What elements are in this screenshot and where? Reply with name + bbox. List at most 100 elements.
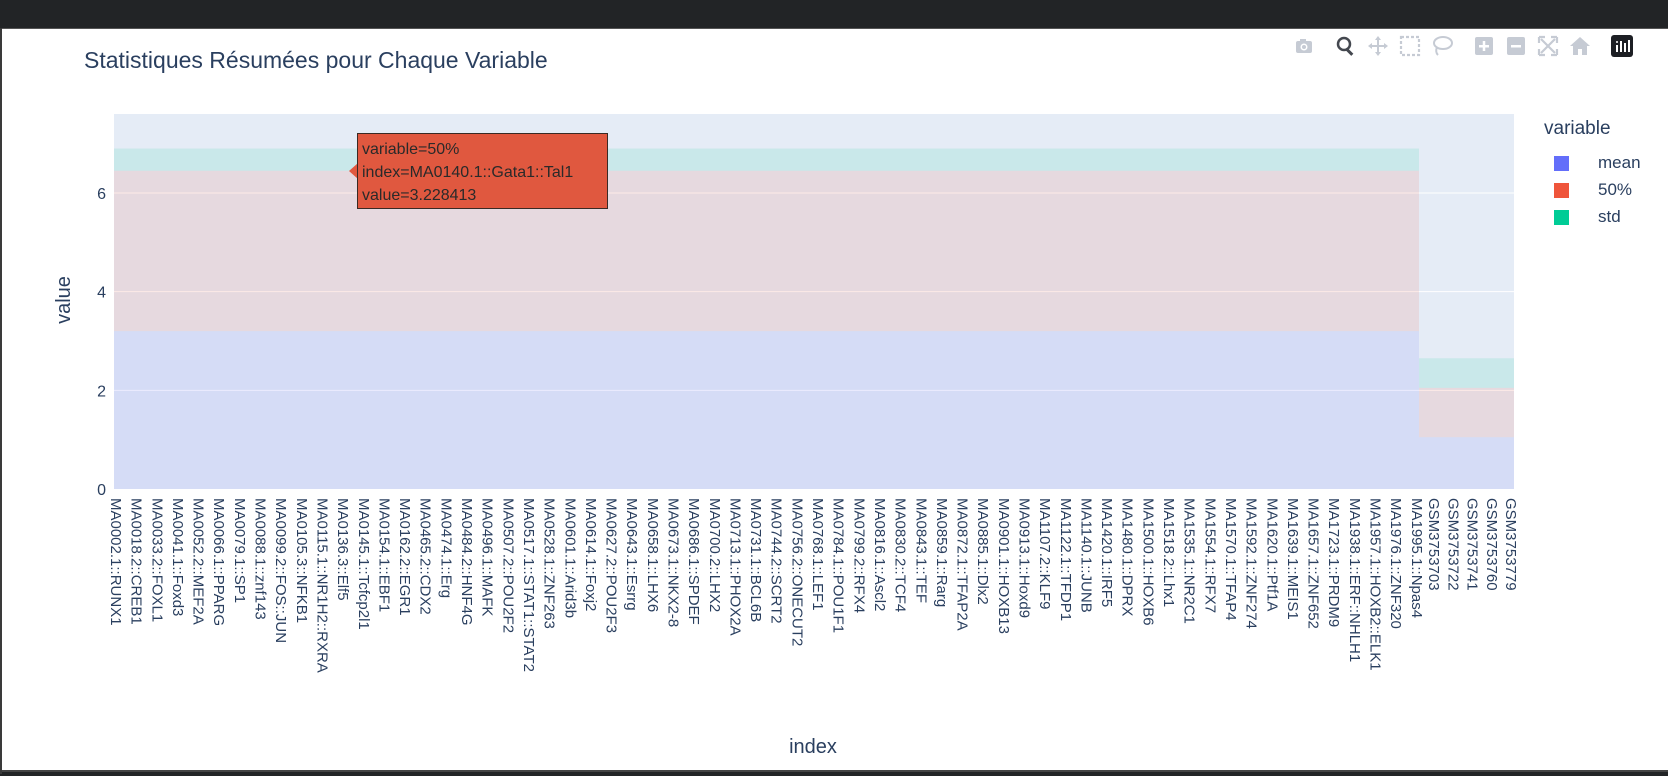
x-tick-label: MA0507.2::POU2F2 bbox=[499, 498, 516, 633]
x-tick-label: MA0843.1::TEF bbox=[912, 498, 929, 603]
zoom-icon[interactable] bbox=[1332, 32, 1360, 60]
legend-label-std: std bbox=[1598, 207, 1621, 226]
box-select-icon[interactable] bbox=[1396, 32, 1424, 60]
x-tick-label: MA0686.1::SPDEF bbox=[685, 498, 702, 625]
x-tick-label: MA0731.1::BCL6B bbox=[747, 498, 764, 622]
zoom-in-icon[interactable] bbox=[1470, 32, 1498, 60]
x-tick-label: MA0885.1::Dlx2 bbox=[974, 498, 991, 605]
bar-std-gsm[interactable] bbox=[1419, 358, 1514, 388]
y-tick-label: 4 bbox=[97, 285, 106, 302]
x-tick-label: MA0658.1::LHX6 bbox=[644, 498, 661, 612]
grid-lines bbox=[114, 192, 1514, 391]
hover-value: value=3.228413 bbox=[362, 187, 477, 204]
hover-index: index=MA0140.1::Gata1::Tal1 bbox=[362, 164, 574, 181]
legend-swatch-mean bbox=[1554, 156, 1569, 171]
lasso-select-icon[interactable] bbox=[1428, 32, 1456, 60]
x-tick-label: MA0913.1::Hoxd9 bbox=[1016, 498, 1033, 618]
x-tick-label: MA1122.1::TFDP1 bbox=[1057, 498, 1074, 621]
bar-mean-gsm[interactable] bbox=[1419, 437, 1514, 489]
x-tick-label: MA0872.1::TFAP2A bbox=[954, 498, 971, 631]
x-tick-label: GSM3753722 bbox=[1444, 498, 1461, 591]
legend-item-std[interactable]: std bbox=[1554, 206, 1664, 228]
x-tick-label: MA0700.2::LHX2 bbox=[706, 498, 723, 612]
legend-item-50pct[interactable]: 50% bbox=[1554, 179, 1664, 201]
x-tick-label: MA0154.1::EBF1 bbox=[375, 498, 392, 612]
plot-background[interactable] bbox=[114, 114, 1514, 489]
chart-title: Statistiques Résumées pour Chaque Variab… bbox=[84, 47, 548, 73]
bar-median-motifs[interactable] bbox=[114, 170, 1419, 332]
x-axis-label: index bbox=[789, 736, 837, 758]
y-tick-label: 2 bbox=[97, 383, 106, 400]
x-tick-label: MA0162.2::EGR1 bbox=[396, 498, 413, 616]
x-tick-label: MA0465.2::CDX2 bbox=[417, 498, 434, 615]
pan-icon[interactable] bbox=[1364, 32, 1392, 60]
y-tick-labels: 0 2 4 6 bbox=[97, 186, 106, 499]
x-tick-label: MA1480.1::DPRX bbox=[1119, 498, 1136, 616]
x-tick-label: MA0784.1::POU1F1 bbox=[830, 498, 847, 633]
x-tick-label: MA0673.1::NKX2-8 bbox=[664, 498, 681, 627]
x-tick-label: GSM3753760 bbox=[1483, 498, 1500, 591]
x-tick-label: MA1107.2::KLF9 bbox=[1036, 498, 1053, 609]
x-tick-label: MA0099.2::FOS::JUN bbox=[272, 498, 289, 643]
x-tick-label: MA1420.1::IRF5 bbox=[1098, 498, 1115, 607]
x-tick-label: MA1723.1::PRDM9 bbox=[1325, 498, 1342, 627]
x-tick-label: MA0145.1::Tcfcp2l1 bbox=[355, 498, 372, 630]
x-tick-label: MA0033.2::FOXL1 bbox=[148, 498, 165, 622]
x-tick-label: MA0713.1::PHOX2A bbox=[726, 498, 743, 636]
x-tick-label: MA1140.1::JUNB bbox=[1077, 498, 1094, 613]
x-tick-label: MA0066.1::PPARG bbox=[210, 498, 227, 626]
x-tick-label: GSM3753779 bbox=[1502, 498, 1519, 591]
x-tick-label: MA1657.1::ZNF652 bbox=[1305, 498, 1322, 629]
x-tick-label: MA1620.1::Ptf1A bbox=[1263, 498, 1280, 611]
legend-item-mean[interactable]: mean bbox=[1554, 152, 1664, 174]
x-tick-label: MA1535.1::NR2C1 bbox=[1181, 498, 1198, 624]
x-tick-label: MA0799.2::RFX4 bbox=[850, 498, 867, 613]
legend-label-50pct: 50% bbox=[1598, 180, 1633, 199]
x-tick-label: MA0627.2::POU2F3 bbox=[603, 498, 620, 633]
x-tick-label: MA0105.3::NFKB1 bbox=[293, 498, 310, 623]
x-tick-label: MA0744.2::SCRT2 bbox=[768, 498, 785, 624]
hover-tooltip: variable=50% index=MA0140.1::Gata1::Tal1… bbox=[357, 133, 608, 209]
x-tick-label: MA1518.2::Lhx1 bbox=[1160, 498, 1177, 607]
reset-axes-icon[interactable] bbox=[1566, 32, 1594, 60]
zoom-out-icon[interactable] bbox=[1502, 32, 1530, 60]
autoscale-icon[interactable] bbox=[1534, 32, 1562, 60]
legend-label-mean: mean bbox=[1598, 153, 1641, 172]
x-tick-label: MA1995.1::Npas4 bbox=[1408, 498, 1425, 618]
x-tick-label: MA0136.3::Elf5 bbox=[334, 498, 351, 601]
hover-variable: variable=50% bbox=[362, 141, 460, 158]
x-tick-label: MA1976.1::ZNF320 bbox=[1387, 498, 1404, 629]
x-tick-label: MA1500.1::HOXB6 bbox=[1139, 498, 1156, 626]
legend-title: variable bbox=[1544, 118, 1611, 139]
plotly-logo-icon[interactable] bbox=[1608, 32, 1636, 60]
x-tick-label: MA0517.1::STAT1::STAT2 bbox=[520, 498, 537, 672]
x-tick-label: MA0756.2::ONECUT2 bbox=[788, 498, 805, 646]
x-tick-label: MA0079.1::SP1 bbox=[231, 498, 248, 603]
x-tick-label: MA0830.2::TCF4 bbox=[892, 498, 909, 612]
bars-group bbox=[114, 148, 1514, 489]
x-tick-label: MA0901.1::HOXB13 bbox=[995, 498, 1012, 634]
x-tick-label: GSM3753741 bbox=[1464, 498, 1481, 591]
bar-median-gsm[interactable] bbox=[1419, 387, 1514, 438]
bar-std-motifs[interactable] bbox=[114, 148, 1419, 171]
window-top-strip bbox=[0, 0, 1668, 28]
x-tick-label: MA0474.1::Erg bbox=[437, 498, 454, 598]
x-tick-label: MA0088.1::znf143 bbox=[252, 498, 269, 620]
hover-arrow bbox=[349, 163, 358, 179]
x-tick-label: MA1592.1::ZNF274 bbox=[1243, 498, 1260, 629]
x-tick-label: MA0643.1::Esrrg bbox=[623, 498, 640, 611]
y-axis-label: value bbox=[53, 276, 75, 324]
x-tick-label: GSM3753703 bbox=[1425, 498, 1442, 591]
y-tick-label: 0 bbox=[97, 482, 106, 499]
camera-icon[interactable] bbox=[1290, 32, 1318, 60]
x-tick-label: MA0768.1::LEF1 bbox=[809, 498, 826, 611]
x-tick-label: MA0041.1::Foxd3 bbox=[169, 498, 186, 616]
x-tick-label: MA1570.1::TFAP4 bbox=[1222, 498, 1239, 621]
x-tick-label: MA0859.1::Rarg bbox=[933, 498, 950, 607]
legend-swatch-50pct bbox=[1554, 183, 1569, 198]
x-tick-label: MA0528.1::ZNF263 bbox=[541, 498, 558, 629]
x-tick-label: MA0614.1::Foxj2 bbox=[582, 498, 599, 611]
x-tick-label: MA1639.1::MEIS1 bbox=[1284, 498, 1301, 620]
x-tick-label: MA1938.1::ERF::NHLH1 bbox=[1346, 498, 1363, 662]
bar-mean-motifs[interactable] bbox=[114, 331, 1419, 489]
